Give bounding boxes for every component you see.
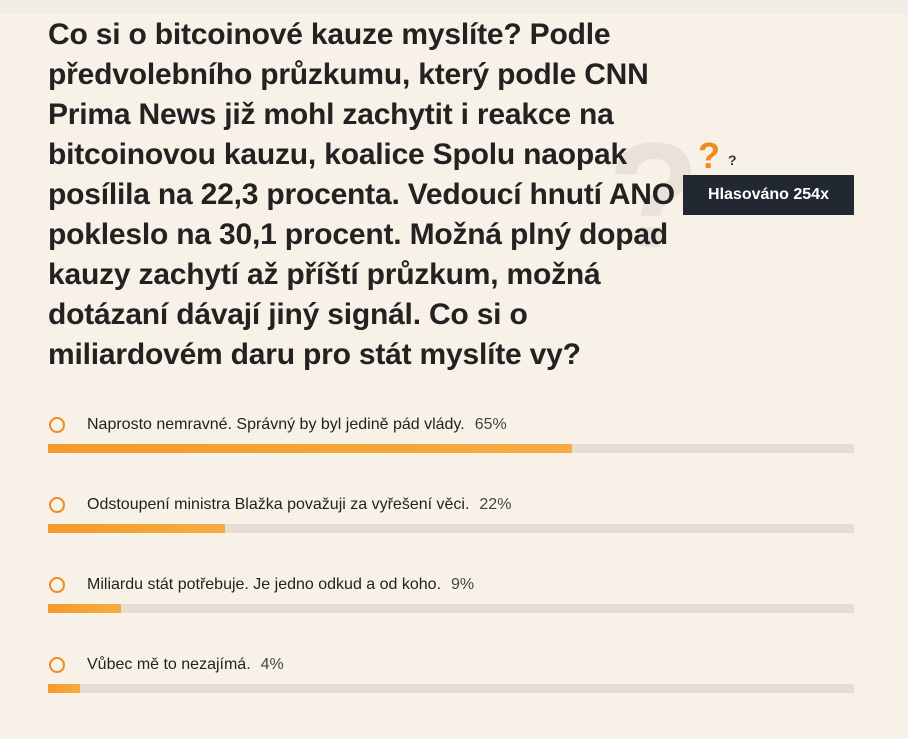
poll-option-label: Naprosto nemravné. Správný by byl jedině… <box>87 416 465 433</box>
poll-option-percent: 65% <box>474 416 507 433</box>
poll-result-bar <box>48 444 572 453</box>
radio-circle-icon[interactable] <box>49 657 65 673</box>
poll-result-track <box>48 604 854 613</box>
poll-option-row: Vůbec mě to nezajímá. 4% <box>48 653 854 677</box>
poll-result-bar <box>48 524 226 533</box>
poll-option-percent: 4% <box>260 656 284 673</box>
poll-option-2[interactable]: Odstoupení ministra Blažka považuji za v… <box>48 493 854 537</box>
poll-option-3[interactable]: Miliardu stát potřebuje. Je jedno odkud … <box>48 573 854 617</box>
poll-result-track <box>48 444 854 453</box>
poll-option-row: Odstoupení ministra Blažka považuji za v… <box>48 493 854 517</box>
poll-result-bar <box>48 684 81 693</box>
poll-option-label: Odstoupení ministra Blažka považuji za v… <box>87 496 470 513</box>
poll-option-percent: 9% <box>451 576 475 593</box>
top-strip <box>0 0 908 14</box>
radio-circle-icon[interactable] <box>49 417 65 433</box>
question-mark-icon: ? <box>698 135 720 176</box>
radio-circle-icon[interactable] <box>49 497 65 513</box>
poll-result-track <box>48 524 854 533</box>
poll-question: Co si o bitcoinové kauze myslíte? Podle … <box>48 18 675 371</box>
poll-option-1[interactable]: Naprosto nemravné. Správný by byl jedině… <box>48 413 854 457</box>
poll-option-percent: 22% <box>479 496 512 513</box>
question-mark-icon: ? <box>728 152 737 168</box>
radio-circle-icon[interactable] <box>49 577 65 593</box>
poll-result-bar <box>48 604 121 613</box>
votes-count-badge: Hlasováno 254x <box>683 175 854 215</box>
poll-result-track <box>48 684 854 693</box>
poll-option-label: Miliardu stát potřebuje. Je jedno odkud … <box>87 576 442 593</box>
poll-option-4[interactable]: Vůbec mě to nezajímá. 4% <box>48 653 854 697</box>
poll-option-row: Naprosto nemravné. Správný by byl jedině… <box>48 413 854 437</box>
poll-option-row: Miliardu stát potřebuje. Je jedno odkud … <box>48 573 854 597</box>
poll-option-label: Vůbec mě to nezajímá. <box>87 656 251 673</box>
